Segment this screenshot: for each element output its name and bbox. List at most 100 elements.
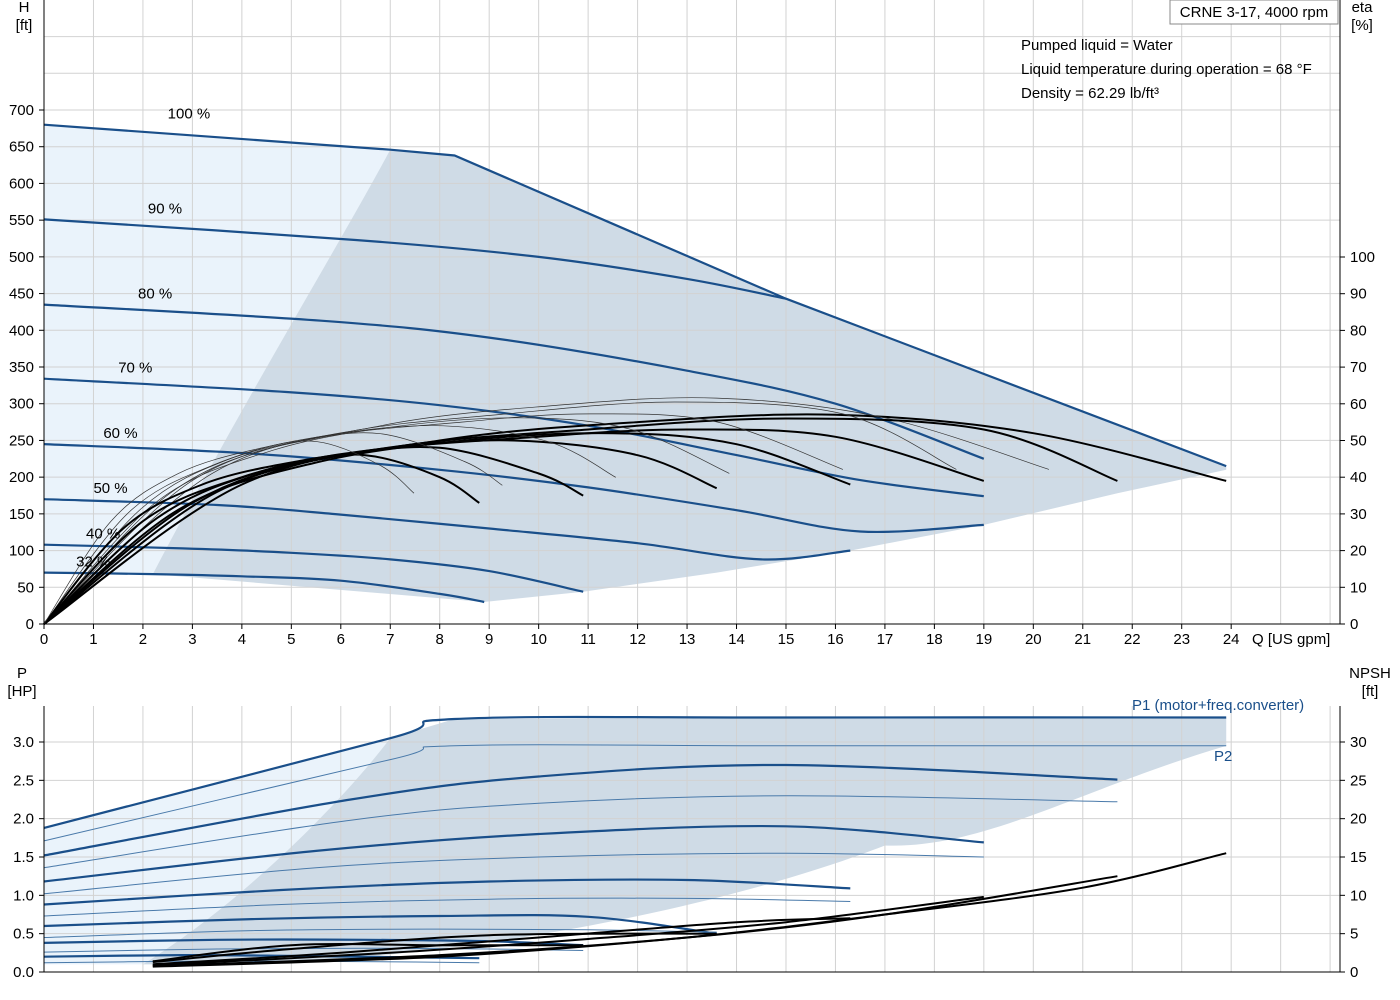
eta-thin-curve <box>43 401 957 625</box>
envelope-region <box>152 149 1227 602</box>
x-tick-label: 12 <box>629 631 646 648</box>
y-right-tick-label: 80 <box>1350 322 1367 339</box>
p2-curve-90pct <box>43 795 1118 869</box>
x-tick-label: 1 <box>89 631 97 648</box>
x-tick-label: 16 <box>827 631 844 648</box>
bottom-npsh-curves <box>152 852 1227 968</box>
head-curve-90pct <box>43 218 787 300</box>
y-right-tick-label: 50 <box>1350 433 1367 450</box>
head-curve-40pct <box>43 543 584 593</box>
x-tick-label: 18 <box>926 631 943 648</box>
y-left-tick-label: 250 <box>9 432 34 449</box>
p-tick-label: 0.0 <box>13 964 34 981</box>
eta-thin-curve <box>43 440 415 625</box>
p-tick-label: 3.0 <box>13 734 34 751</box>
eta-curve-100pct <box>43 413 1227 625</box>
p-tick-label: 0.5 <box>13 926 34 943</box>
bottom-light-region <box>44 738 391 965</box>
x-tick-label: 9 <box>485 631 493 648</box>
x-tick-label: 11 <box>580 631 596 648</box>
y-left-tick-label: 500 <box>9 249 34 266</box>
chart-title: CRNE 3-17, 4000 rpm <box>1180 4 1328 21</box>
x-tick-label: 24 <box>1223 631 1240 648</box>
y-left-tick-label: 400 <box>9 322 34 339</box>
y-right-tick-label: 30 <box>1350 506 1367 523</box>
bottom-axes: 0.0 0.5 1.0 1.5 2.0 2.5 3.0 0 5 10 15 20 25 30 P[HP] NP… <box>7 665 1390 981</box>
series-label-p1: P1 (motor+freq.converter) <box>1132 697 1304 714</box>
head-curve-70pct <box>43 377 984 498</box>
x-tick-label: 20 <box>1025 631 1042 648</box>
p-tick-label: 1.0 <box>13 887 34 904</box>
x-tick-label: 15 <box>778 631 795 648</box>
x-tick-label: 17 <box>877 631 894 648</box>
p1-curve-50pct <box>43 938 584 947</box>
y-right-tick-label: 40 <box>1350 469 1367 486</box>
npsh-tick-label: 5 <box>1350 926 1358 943</box>
x-tick-label: 6 <box>337 631 345 648</box>
npsh-axis-label: [ft] <box>1362 683 1379 700</box>
speed-label: 50 % <box>93 480 127 497</box>
y-left-tick-label: 100 <box>9 543 34 560</box>
eta-curve-40pct <box>43 453 480 625</box>
p-axis-label: P <box>17 665 27 682</box>
p1-curve-100pct <box>43 715 1227 829</box>
x-tick-label: 7 <box>386 631 394 648</box>
x-tick-label: 4 <box>238 631 246 648</box>
p-tick-label: 1.5 <box>13 849 34 866</box>
x-tick-label: 10 <box>530 631 547 648</box>
y-left-tick-label: 300 <box>9 396 34 413</box>
x-tick-label: 13 <box>679 631 696 648</box>
bottom-power-curves <box>43 715 1227 964</box>
chart-title-box: CRNE 3-17, 4000 rpm <box>1169 0 1339 25</box>
head-curve-100pct <box>43 123 1227 468</box>
npsh-curve-70pct <box>152 917 851 966</box>
npsh-curve-60pct <box>152 932 717 963</box>
p-tick-label: 2.5 <box>13 772 34 789</box>
x-tick-label: 22 <box>1124 631 1141 648</box>
p2-curve-80pct <box>43 852 984 895</box>
y-right-tick-label: 10 <box>1350 579 1367 596</box>
p-tick-label: 2.0 <box>13 811 34 828</box>
y-left-tick-label: 350 <box>9 359 34 376</box>
y-right-axis-label: [%] <box>1351 17 1373 34</box>
npsh-curve-90pct <box>152 875 1118 967</box>
top-axes: 0 1 2 3 4 5 6 7 8 9 10 11 12 13 14 15 16 17 18 19 20 21 22 23 24… <box>9 0 1375 648</box>
y-right-tick-label: 0 <box>1350 616 1358 633</box>
x-tick-label: 21 <box>1074 631 1091 648</box>
speed-label: 100 % <box>168 106 211 123</box>
bottom-envelope-region <box>142 717 1227 965</box>
eta-thin-curve <box>43 417 730 625</box>
note-liquid: Pumped liquid = Water <box>1021 37 1173 54</box>
npsh-tick-label: 25 <box>1350 772 1367 789</box>
liquid-notes: Pumped liquid = Water Liquid temperature… <box>1021 37 1312 102</box>
x-tick-label: 0 <box>40 631 48 648</box>
top-grid <box>43 0 1340 625</box>
head-curve-32pct <box>43 571 485 604</box>
p1-curve-80pct <box>43 824 984 883</box>
y-left-tick-label: 50 <box>17 579 34 596</box>
series-label-p2: P2 <box>1214 748 1232 765</box>
eta-thin-curve <box>43 432 503 625</box>
npsh-curve-80pct <box>152 895 984 967</box>
speed-label: 90 % <box>148 200 182 217</box>
x-tick-label: 19 <box>976 631 993 648</box>
y-left-tick-label: 600 <box>9 175 34 192</box>
speed-label: 70 % <box>118 360 152 377</box>
y-left-tick-label: 450 <box>9 286 34 303</box>
npsh-tick-label: 20 <box>1350 811 1367 828</box>
npsh-tick-label: 0 <box>1350 964 1358 981</box>
y-left-tick-label: 550 <box>9 212 34 229</box>
y-left-axis-label: [ft] <box>16 17 33 34</box>
x-axis-label: Q [US gpm] <box>1252 631 1330 648</box>
speed-label: 32 % <box>76 554 110 571</box>
npsh-tick-label: 30 <box>1350 734 1367 751</box>
top-efficiency-curves <box>43 397 1227 625</box>
note-temperature: Liquid temperature during operation = 68… <box>1021 61 1312 78</box>
speed-label: 40 % <box>86 526 120 543</box>
y-left-tick-label: 650 <box>9 139 34 156</box>
speed-labels: 100 % 90 % 80 % 70 % 60 % 50 % 40 % 32 % <box>76 106 210 571</box>
npsh-tick-label: 10 <box>1350 887 1367 904</box>
y-right-tick-label: 70 <box>1350 359 1367 376</box>
eta-thin-curve <box>43 413 844 625</box>
